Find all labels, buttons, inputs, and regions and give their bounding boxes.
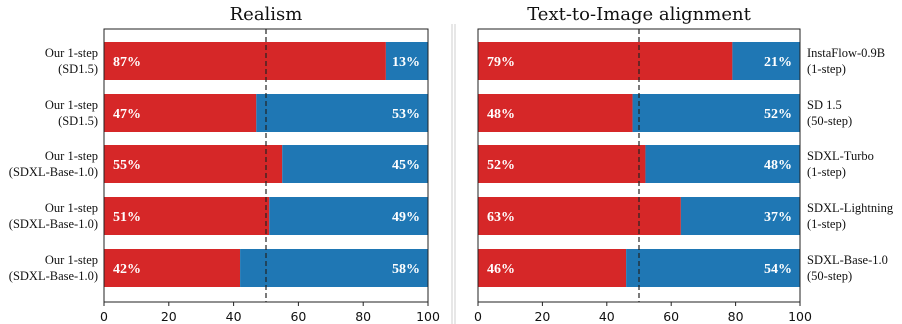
bar-segment-blue [269, 197, 428, 235]
category-label: SD 1.5 (50-step) [807, 98, 852, 128]
x-tick-label: 60 [663, 309, 679, 324]
category-label: Our 1-step (SDXL-Base-1.0) [9, 253, 98, 283]
data-label: 42% [113, 262, 141, 277]
bar-segment-red [478, 249, 627, 287]
data-label: 45% [392, 158, 420, 173]
data-label: 48% [487, 107, 515, 122]
data-label: 79% [487, 55, 515, 70]
x-tick-label: 20 [534, 309, 550, 324]
bar-segment-red [478, 42, 733, 80]
bar-segment-blue [256, 94, 428, 132]
bar-segment-red [104, 145, 283, 183]
category-label: SDXL-Turbo (1-step) [807, 149, 874, 179]
bar-segment-red [478, 94, 633, 132]
x-tick-label: 80 [355, 309, 371, 324]
data-label: 63% [487, 210, 515, 225]
bar-segment-blue [385, 42, 428, 80]
x-tick-label: 0 [100, 309, 108, 324]
plot-frame [477, 28, 801, 303]
data-label: 51% [113, 210, 141, 225]
x-tick-label: 40 [599, 309, 615, 324]
data-label: 49% [392, 210, 420, 225]
x-tick-label: 20 [161, 309, 177, 324]
data-label: 13% [392, 55, 420, 70]
bar-segment-red [104, 197, 270, 235]
category-label: Our 1-step (SD1.5) [45, 98, 98, 128]
data-label: 58% [392, 262, 420, 277]
data-label: 53% [392, 107, 420, 122]
data-label: 52% [487, 158, 515, 173]
x-tick-label: 40 [226, 309, 242, 324]
bar-segment-blue [645, 145, 800, 183]
bar-segment-blue [732, 42, 800, 80]
bar-segment-blue [282, 145, 428, 183]
category-label: Our 1-step (SDXL-Base-1.0) [9, 149, 98, 179]
chart-title: Text-to-Image alignment [527, 4, 751, 25]
bar-segment-red [478, 145, 646, 183]
x-tick-label: 80 [728, 309, 744, 324]
data-label: 52% [764, 107, 792, 122]
x-tick-label: 100 [416, 309, 440, 324]
bar-segment-red [104, 94, 257, 132]
x-tick-label: 60 [290, 309, 306, 324]
chart-panel-1: Realism 87% 13% Our 1-step (SD1.5) 47% 53% Our … [9, 4, 440, 324]
data-label: 46% [487, 262, 515, 277]
bar-segment-red [104, 249, 241, 287]
bar-segment-blue [240, 249, 428, 287]
x-tick-label: 0 [474, 309, 482, 324]
bar-segment-red [104, 42, 386, 80]
data-label: 47% [113, 107, 141, 122]
x-tick-label: 100 [788, 309, 812, 324]
data-label: 54% [764, 262, 792, 277]
category-label: SDXL-Lightning (1-step) [807, 201, 894, 231]
data-label: 87% [113, 55, 141, 70]
plot-frame [103, 28, 429, 303]
data-label: 55% [113, 158, 141, 173]
bar-segment-blue [632, 94, 800, 132]
category-label: SDXL-Base-1.0 (50-step) [807, 253, 888, 283]
bar-segment-blue [680, 197, 800, 235]
category-label: Our 1-step (SDXL-Base-1.0) [9, 201, 98, 231]
category-label: InstaFlow-0.9B (1-step) [807, 46, 885, 76]
bar-segment-blue [626, 249, 800, 287]
chart-title: Realism [230, 4, 303, 25]
category-label: Our 1-step (SD1.5) [45, 46, 98, 76]
data-label: 21% [764, 55, 792, 70]
bar-segment-red [478, 197, 681, 235]
chart-panel-2: Text-to-Image alignment 79% 21% InstaFlow-0… [474, 4, 894, 324]
data-label: 37% [764, 210, 792, 225]
data-label: 48% [764, 158, 792, 173]
